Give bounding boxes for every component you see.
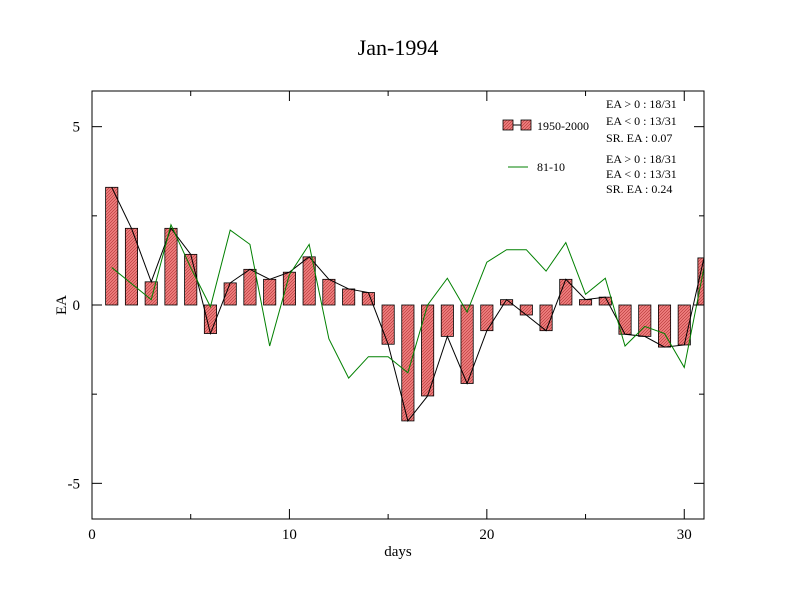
- legend-swatch-1950-2000-right: [520, 119, 532, 131]
- bar-day-12: [322, 278, 336, 306]
- series-line-81-10: [111, 223, 704, 379]
- plot-area: [105, 186, 704, 423]
- legend-swatch-1950-2000-left: [502, 119, 514, 131]
- x-tick-label-30: 30: [677, 527, 692, 543]
- stats-81-10-positive: EA > 0 : 18/31: [606, 152, 677, 166]
- stats-1950-2000-positive: EA > 0 : 18/31: [606, 97, 677, 111]
- y-tick-label-0: 0: [73, 298, 81, 314]
- y-axis-label: EA: [54, 295, 70, 315]
- y-tick-label--5: -5: [68, 476, 81, 492]
- chart-title: Jan-1994: [358, 35, 439, 60]
- bar-day-26: [598, 296, 612, 306]
- bar-day-6: [203, 304, 217, 334]
- stats-81-10-sr: SR. EA : 0.24: [606, 182, 672, 196]
- bar-day-18: [440, 304, 454, 337]
- bar-day-25: [579, 299, 593, 306]
- bar-day-13: [342, 288, 356, 306]
- bar-day-1: [105, 186, 119, 306]
- legend-label-1950-2000: 1950-2000: [537, 119, 589, 133]
- bar-day-9: [263, 278, 277, 306]
- bar-day-5: [184, 253, 198, 306]
- bar-day-20: [480, 304, 494, 332]
- stats-1950-2000-negative: EA < 0 : 13/31: [606, 114, 677, 128]
- bar-day-8: [243, 268, 257, 306]
- series-line-1950-2000: [111, 187, 704, 423]
- bar-day-22: [519, 304, 533, 316]
- x-axis-label: days: [384, 544, 412, 560]
- x-tick-label-20: 20: [479, 527, 494, 543]
- y-tick-label-5: 5: [73, 120, 81, 136]
- legend-label-81-10: 81-10: [537, 160, 565, 174]
- x-tick-label-0: 0: [88, 527, 96, 543]
- bar-day-15: [381, 304, 395, 345]
- bar-day-28: [638, 304, 652, 337]
- stats-1950-2000-sr: SR. EA : 0.07: [606, 131, 672, 145]
- x-tick-label-10: 10: [282, 527, 297, 543]
- legend: 1950-2000 EA > 0 : 18/31 EA < 0 : 13/31 …: [502, 97, 677, 196]
- stats-81-10-negative: EA < 0 : 13/31: [606, 167, 677, 181]
- axes: 0 10 20 30 -5 0 5: [68, 91, 704, 543]
